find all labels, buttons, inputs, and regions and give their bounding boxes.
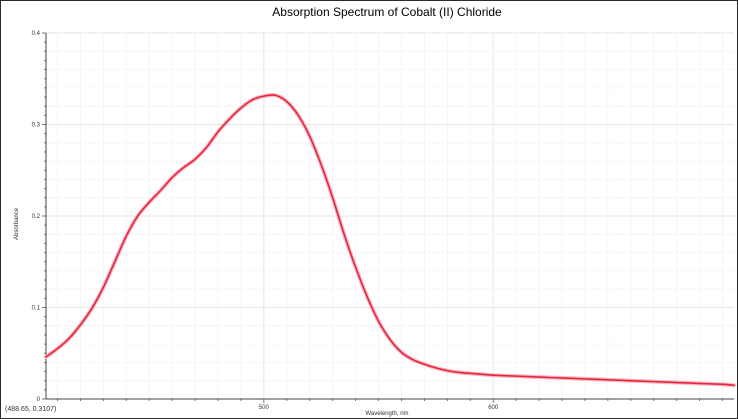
y-tick-label: 0 (37, 397, 41, 403)
spectrum-line (45, 94, 735, 387)
y-tick-label: 0.3 (32, 123, 41, 129)
x-axis-label: Wavelength, nm (365, 411, 408, 417)
y-tick-label: 0.2 (32, 214, 41, 220)
y-tick-label: 0.4 (32, 31, 41, 37)
cursor-readout: (488.65, 0.3107) (5, 406, 57, 413)
x-tick-label: 600 (488, 405, 499, 411)
chart-title: Absorption Spectrum of Cobalt (II) Chlor… (272, 5, 502, 19)
y-tick-label: 0.1 (32, 306, 41, 312)
y-axis-label: Absorbance (14, 207, 20, 240)
x-tick-label: 500 (259, 405, 270, 411)
